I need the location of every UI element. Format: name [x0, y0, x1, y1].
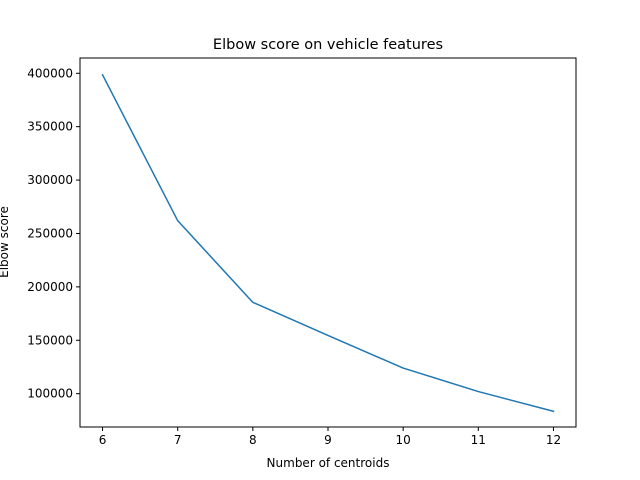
- x-tick-label: 7: [174, 433, 182, 447]
- x-tick-label: 6: [99, 433, 107, 447]
- plot-area: 6 7 8 9 10 11 12 100000 150000 200000 250000 300000…: [27, 57, 577, 447]
- series-line-0: [101, 73, 555, 413]
- chart-title: Elbow score on vehicle features: [213, 37, 443, 53]
- x-tick-label: 12: [546, 433, 561, 447]
- x-tick-label: 11: [471, 433, 486, 447]
- y-tick-label: 250000: [27, 226, 73, 240]
- y-tick-label: 200000: [27, 280, 73, 294]
- x-axis-label: Number of centroids: [267, 456, 390, 470]
- y-tick-label: 400000: [27, 66, 73, 80]
- x-tick-label: 9: [324, 433, 332, 447]
- y-tick-label: 350000: [27, 120, 73, 134]
- y-tick-label: 150000: [27, 333, 73, 347]
- y-tick-label: 300000: [27, 173, 73, 187]
- x-tick-label: 8: [249, 433, 257, 447]
- x-tick-label: 10: [396, 433, 411, 447]
- y-tick-label: 100000: [27, 387, 73, 401]
- y-axis-label: Elbow score: [0, 206, 11, 278]
